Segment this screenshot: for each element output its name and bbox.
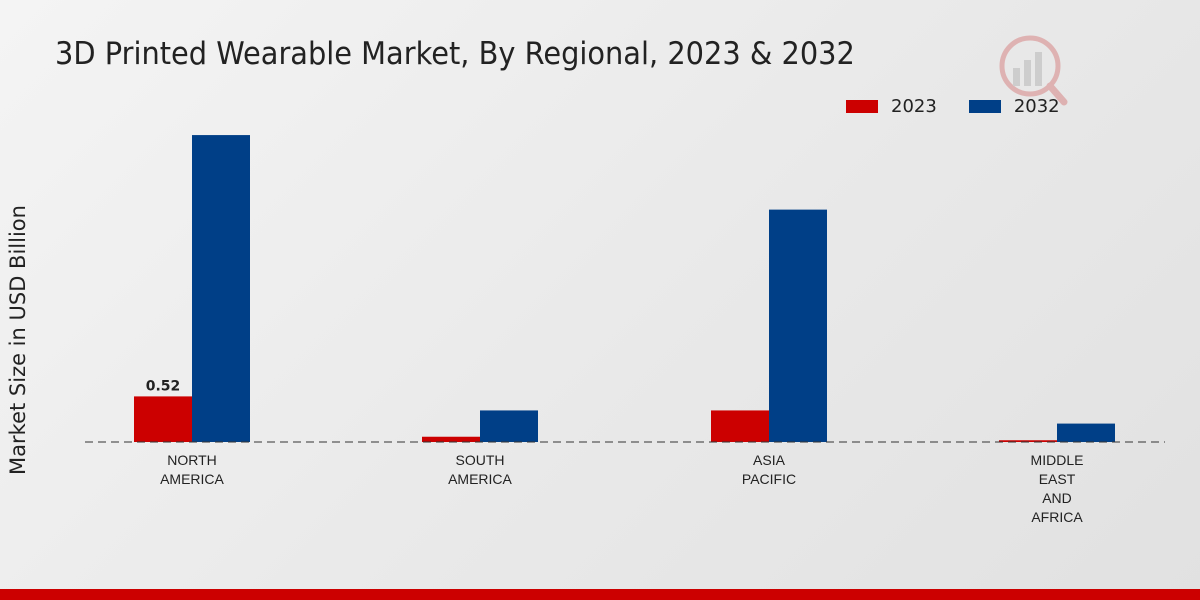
logo-icon — [999, 35, 1068, 106]
x-tick-label-1-1: AMERICA — [448, 471, 512, 487]
bar-2023-3 — [999, 440, 1057, 442]
legend-label-2023: 2023 — [891, 96, 937, 117]
legend-swatch-2023 — [846, 100, 878, 113]
x-tick-label-3-3: AFRICA — [1031, 509, 1083, 525]
legend-item-2023: 2023 — [846, 96, 937, 117]
x-tick-label-3-2: AND — [1042, 490, 1072, 506]
bar-2032-1 — [480, 410, 538, 442]
x-tick-label-3-1: EAST — [1039, 471, 1076, 487]
x-tick-label-0-0: NORTH — [167, 452, 217, 468]
bar-2032-0 — [192, 135, 250, 443]
legend-swatch-2032 — [968, 100, 1001, 113]
bar-2023-1 — [422, 436, 480, 442]
bar-2032-3 — [1057, 423, 1115, 442]
data-label-2023-0: 0.52 — [146, 378, 181, 394]
legend: 2023 2032 — [846, 96, 1092, 117]
legend-item-2032: 2032 — [968, 96, 1060, 117]
x-tick-label-1-0: SOUTH — [456, 452, 505, 468]
chart-title: 3D Printed Wearable Market, By Regional,… — [55, 36, 855, 72]
footer-bar — [0, 589, 1200, 600]
bar-2023-2 — [711, 410, 769, 442]
x-tick-label-3-0: MIDDLE — [1031, 452, 1084, 468]
bar-2023-0 — [134, 396, 192, 442]
x-tick-label-0-1: AMERICA — [160, 471, 224, 487]
x-tick-label-2-0: ASIA — [753, 452, 786, 468]
x-tick-label-2-1: PACIFIC — [742, 471, 796, 487]
bar-2032-2 — [769, 209, 827, 442]
legend-label-2032: 2032 — [1013, 96, 1060, 117]
